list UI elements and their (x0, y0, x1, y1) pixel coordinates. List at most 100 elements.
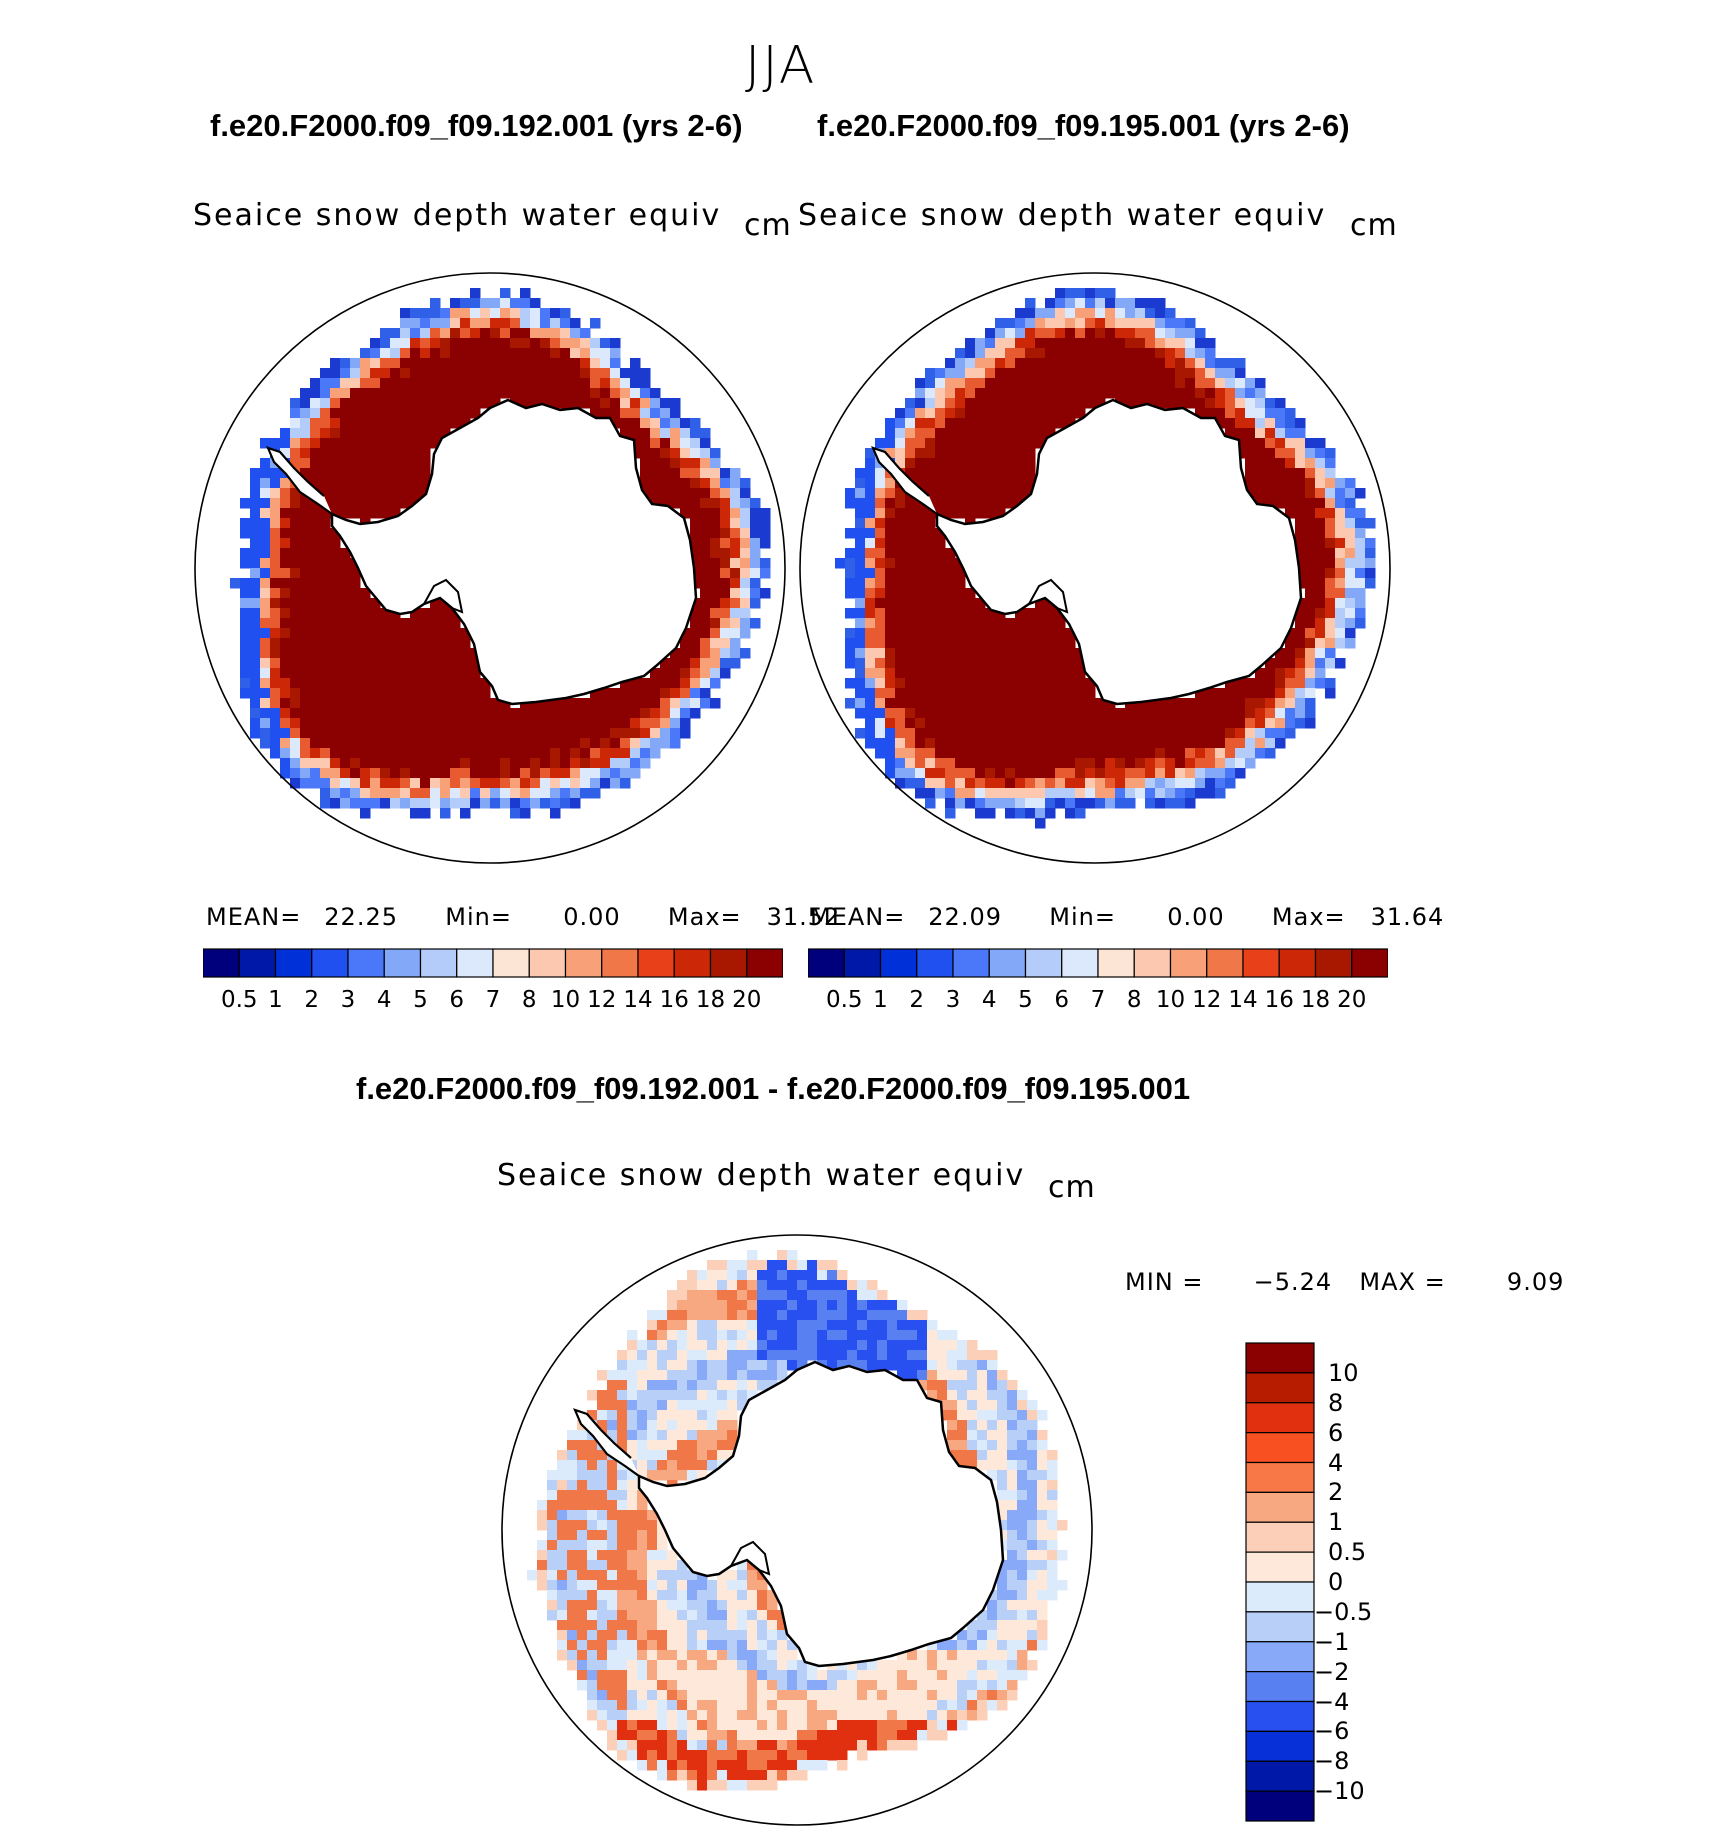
grid-cell (450, 328, 461, 339)
grid-cell (957, 1390, 968, 1401)
grid-cell (380, 358, 391, 369)
grid-cell (617, 1710, 628, 1721)
grid-cell (905, 498, 916, 509)
grid-cell (410, 758, 421, 769)
grid-cell (340, 728, 351, 739)
grid-cell (677, 1430, 688, 1441)
grid-cell (727, 1260, 738, 1271)
grid-cell (670, 718, 681, 729)
grid-cell (707, 1350, 718, 1361)
grid-cell (330, 628, 341, 639)
grid-cell (1065, 718, 1076, 729)
colorbar-box (456, 948, 494, 978)
grid-cell (690, 548, 701, 559)
grid-cell (1155, 698, 1166, 709)
grid-cell (885, 678, 896, 689)
grid-cell (460, 368, 471, 379)
grid-cell (1215, 728, 1226, 739)
grid-cell (1015, 348, 1026, 359)
grid-cell (787, 1300, 798, 1311)
grid-cell (610, 408, 621, 419)
grid-cell (320, 548, 331, 559)
grid-cell (270, 598, 281, 609)
grid-cell (440, 318, 451, 329)
grid-cell (875, 618, 886, 629)
grid-cell (1007, 1650, 1018, 1661)
grid-cell (955, 478, 966, 489)
grid-cell (865, 528, 876, 539)
grid-cell (1325, 498, 1336, 509)
grid-cell (390, 658, 401, 669)
grid-cell (905, 738, 916, 749)
grid-cell (537, 1550, 548, 1561)
grid-cell (955, 698, 966, 709)
grid-cell (905, 448, 916, 459)
grid-cell (320, 438, 331, 449)
grid-cell (657, 1560, 668, 1571)
grid-cell (547, 1470, 558, 1481)
grid-cell (390, 628, 401, 639)
colorbar-tick-label: 14 (1228, 987, 1258, 1013)
grid-cell (520, 398, 531, 409)
grid-cell (1315, 608, 1326, 619)
grid-cell (1085, 388, 1096, 399)
grid-cell (530, 778, 541, 789)
grid-cell (905, 438, 916, 449)
grid-cell (875, 638, 886, 649)
grid-cell (530, 378, 541, 389)
grid-cell (240, 578, 251, 589)
grid-cell (877, 1730, 888, 1741)
colorbar-box (1024, 948, 1063, 978)
grid-cell (530, 768, 541, 779)
grid-cell (937, 1350, 948, 1361)
grid-cell (490, 798, 501, 809)
grid-cell (1005, 698, 1016, 709)
grid-cell (1155, 358, 1166, 369)
grid-cell (855, 518, 866, 529)
grid-cell (260, 718, 271, 729)
grid-cell (620, 398, 631, 409)
grid-cell (260, 578, 271, 589)
grid-cell (650, 438, 661, 449)
grid-cell (380, 688, 391, 699)
grid-cell (470, 368, 481, 379)
grid-cell (727, 1320, 738, 1331)
grid-cell (877, 1740, 888, 1751)
grid-cell (450, 658, 461, 669)
grid-cell (657, 1310, 668, 1321)
grid-cell (1245, 718, 1256, 729)
grid-cell (1015, 738, 1026, 749)
grid-cell (905, 688, 916, 699)
grid-cell (627, 1590, 638, 1601)
grid-cell (987, 1650, 998, 1661)
grid-cell (877, 1300, 888, 1311)
grid-cell (260, 688, 271, 699)
grid-cell (1065, 648, 1076, 659)
grid-cell (270, 568, 281, 579)
grid-cell (290, 538, 301, 549)
grid-cell (390, 388, 401, 399)
grid-cell (300, 768, 311, 779)
grid-cell (687, 1350, 698, 1361)
grid-cell (760, 558, 771, 569)
grid-cell (1007, 1400, 1018, 1411)
grid-cell (490, 398, 501, 409)
grid-cell (607, 1390, 618, 1401)
grid-cell (757, 1740, 768, 1751)
grid-cell (1027, 1430, 1038, 1441)
grid-cell (597, 1470, 608, 1481)
grid-cell (590, 748, 601, 759)
grid-cell (1265, 498, 1276, 509)
grid-cell (777, 1300, 788, 1311)
grid-cell (1275, 698, 1286, 709)
grid-cell (280, 588, 291, 599)
grid-cell (410, 398, 421, 409)
grid-cell (390, 338, 401, 349)
grid-cell (1065, 768, 1076, 779)
grid-cell (600, 388, 611, 399)
grid-cell (1165, 768, 1176, 779)
grid-cell (845, 648, 856, 659)
grid-cell (647, 1530, 658, 1541)
grid-cell (1105, 318, 1116, 329)
grid-cell (470, 718, 481, 729)
